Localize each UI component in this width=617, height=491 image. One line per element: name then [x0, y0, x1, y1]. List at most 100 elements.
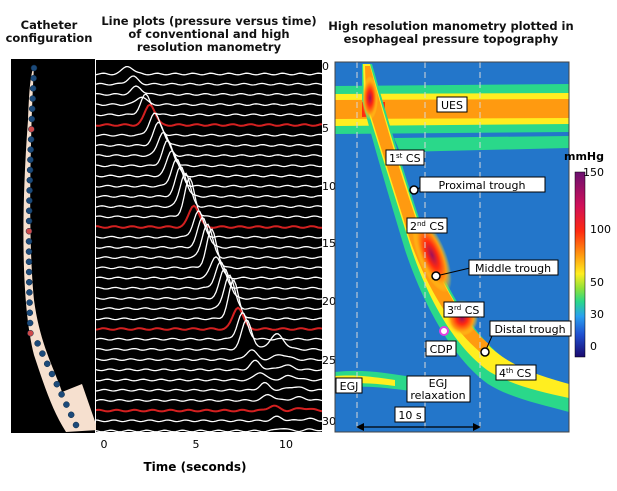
- time-tick-10: 10: [279, 438, 293, 451]
- catheter-sensor: [26, 299, 33, 306]
- pressure-trace-hrm: [96, 274, 322, 311]
- depth-axis: 0 5 10 15 20 25 30: [322, 60, 336, 428]
- pressure-trace-hrm: [96, 349, 322, 362]
- depth-tick-5: 5: [322, 122, 329, 135]
- pressure-trace-hrm: [96, 372, 322, 382]
- pressure-trace-hrm: [96, 172, 322, 209]
- cs4-label: 4th CS: [499, 367, 531, 380]
- catheter-sensor: [25, 248, 33, 255]
- cs4-label-base: 4: [499, 367, 506, 380]
- catheter-sensor: [48, 370, 56, 378]
- depth-tick-20: 20: [322, 295, 336, 308]
- pressure-trace-conventional: [96, 103, 322, 127]
- catheter-sensor: [25, 258, 33, 266]
- time-tick-0: 0: [101, 438, 108, 451]
- catheter-sensor: [39, 350, 46, 357]
- catheter-sensor: [26, 166, 34, 174]
- cs2-label: 2nd CS: [410, 220, 444, 233]
- egj-relaxation-line2: relaxation: [410, 389, 465, 402]
- lineplots-header-line3: resolution manometry: [136, 40, 282, 54]
- cs3-label: 3rd CS: [447, 304, 479, 317]
- cdp-marker: [439, 326, 449, 336]
- scale-bar-unit: mmHg: [41, 230, 78, 243]
- pressure-trace-conventional: [96, 404, 322, 413]
- catheter-sensor: [26, 176, 34, 184]
- catheter-sensor: [26, 309, 34, 317]
- pressure-trace-hrm: [96, 428, 322, 432]
- catheter-sensor: [27, 156, 34, 164]
- ues-label-box: [436, 96, 468, 113]
- topography-border: [334, 61, 570, 433]
- cs4-label-sup: th: [506, 367, 513, 375]
- catheter-header-line2: configuration: [5, 31, 93, 45]
- catheter-sensor: [53, 380, 61, 388]
- catheter-sensor: [25, 238, 33, 245]
- pressure-trace-hrm: [96, 393, 322, 402]
- cs4-label-box: [495, 364, 537, 381]
- cs3-label-sup: rd: [454, 304, 461, 312]
- catheter-sensor: [25, 217, 33, 225]
- pressure-trace-hrm: [96, 158, 322, 188]
- depth-tick-30: 30: [322, 415, 336, 428]
- cdp-label: CDP: [430, 343, 453, 356]
- catheter-sensor: [58, 391, 65, 398]
- catheter-sensor: [25, 207, 33, 215]
- pressure-trace-hrm: [96, 165, 322, 198]
- cs2-label-base: 2: [410, 220, 417, 233]
- catheter-header-line1: Catheter: [20, 18, 78, 32]
- pressure-trace-hrm: [96, 131, 322, 158]
- catheter-sensors: [25, 64, 80, 429]
- proximal-trough-marker: [409, 185, 419, 195]
- catheter-sensor: [28, 125, 35, 133]
- catheter-sensor: [67, 411, 75, 419]
- middle-trough-pointer: [435, 267, 471, 277]
- pressure-trace-hrm: [96, 139, 322, 168]
- colorbar-tick-30: 30: [590, 308, 604, 321]
- pressure-trace-hrm: [96, 415, 322, 423]
- cs2-label-sup: nd: [417, 220, 426, 228]
- duration-label: 10 s: [398, 409, 421, 422]
- catheter-sensor: [26, 289, 33, 296]
- pressure-trace-hrm: [96, 228, 322, 270]
- cs3-label-base: 3: [447, 304, 454, 317]
- cs1-label-box: [385, 149, 425, 166]
- cs1-label: 1st CS: [389, 152, 421, 165]
- cs1-label-base: 1: [389, 152, 396, 165]
- pressure-trace-hrm: [96, 149, 322, 178]
- pressure-traces: [96, 65, 322, 432]
- pressure-trace-hrm: [96, 381, 322, 392]
- pressure-trace-hrm: [96, 121, 322, 147]
- pressure-trace-hrm: [96, 177, 322, 219]
- proximal-trough-box: [419, 176, 546, 193]
- middle-trough-label: Middle trough: [475, 262, 551, 275]
- ues-lower-edge: [394, 136, 569, 152]
- pressure-trace-hrm: [96, 255, 322, 280]
- cdp-label-box: [425, 340, 457, 357]
- scale-bar-top: 40: [64, 207, 78, 220]
- pressure-trace-hrm: [96, 359, 322, 372]
- pressure-trace-hrm: [96, 267, 322, 300]
- depth-tick-15: 15: [322, 237, 336, 250]
- pressure-trace-hrm: [96, 85, 322, 96]
- egj-relaxation-box: [406, 375, 471, 403]
- duration-label-box: [394, 406, 426, 423]
- hrm-header-line2: esophageal pressure topography: [343, 32, 559, 46]
- pressure-trace-conventional: [96, 306, 322, 331]
- distal-trough-label: Distal trough: [494, 323, 565, 336]
- catheter-body: [23, 66, 98, 432]
- colorbar: mmHg 150 100 50 30 0: [564, 150, 611, 358]
- colorbar-gradient-bar: [574, 171, 586, 358]
- pressure-trace-hrm: [96, 96, 322, 107]
- catheter-sensor: [25, 268, 33, 276]
- pressure-trace-hrm: [96, 75, 322, 86]
- pressure-trace-hrm: [96, 112, 322, 137]
- catheter-sensor: [26, 319, 34, 327]
- cs4-label-tail: CS: [513, 367, 531, 380]
- duration-arrow-right: [473, 423, 481, 431]
- cs3-label-box: [443, 301, 485, 318]
- distal-trough-box: [489, 320, 572, 337]
- distal-trough-marker: [480, 347, 490, 357]
- hrm-header-line1: High resolution manometry plotted in: [328, 19, 574, 33]
- pressure-trace-hrm: [96, 65, 322, 76]
